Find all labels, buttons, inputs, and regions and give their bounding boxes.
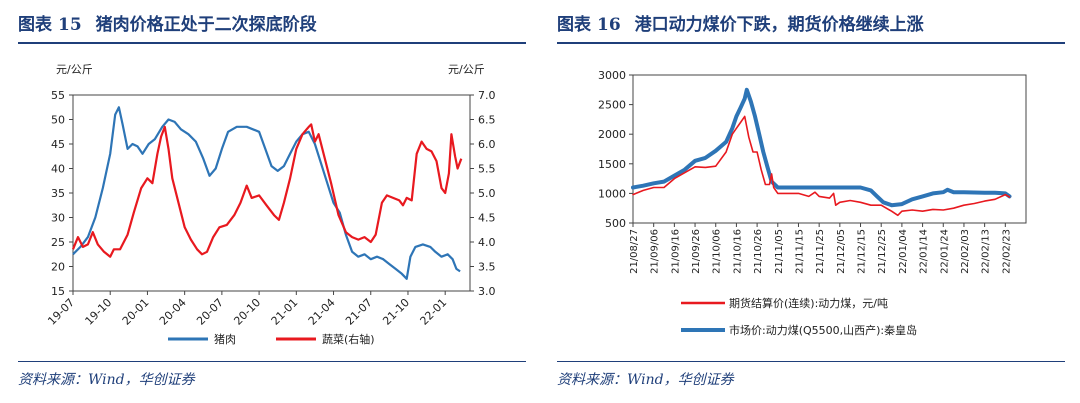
y-tick-label-left: 20 bbox=[51, 261, 65, 274]
x-tick-label: 21/12/15 bbox=[857, 229, 868, 274]
x-tick-label: 21/09/16 bbox=[670, 229, 681, 274]
y-tick-label-right: 6.0 bbox=[478, 138, 496, 151]
x-tick-label: 21/09/26 bbox=[691, 229, 702, 274]
title-divider bbox=[18, 42, 526, 44]
y-tick-label-right: 7.0 bbox=[478, 89, 496, 102]
x-tick-label: 21-04 bbox=[306, 296, 338, 328]
pork-vegetable-chart: 元/公斤 元/公斤 15 20 25 30 35 40 45 50 55 3.0 3.5 4.0 4.5 5.… bbox=[45, 63, 496, 346]
x-tick-label: 22/01/14 bbox=[919, 229, 930, 274]
figure-label: 图表 bbox=[557, 15, 591, 35]
series-line-vegetable bbox=[71, 123, 463, 258]
legend-label: 猪肉 bbox=[214, 333, 236, 346]
y-tick-label-left: 15 bbox=[51, 285, 65, 298]
x-tick-label: 22/01/04 bbox=[898, 229, 909, 274]
source-note-left: 资料来源：Wind，华创证券 bbox=[18, 372, 195, 388]
x-tick-label: 22-01 bbox=[418, 296, 450, 328]
x-tick-label: 21/11/05 bbox=[774, 229, 785, 274]
x-tick-label: 21-10 bbox=[380, 296, 412, 328]
x-tick-label: 21/09/06 bbox=[650, 229, 661, 274]
y-tick-label-left: 25 bbox=[51, 236, 65, 249]
y-tick-label-left: 50 bbox=[51, 114, 65, 127]
source-note-right: 资料来源：Wind，华创证券 bbox=[557, 372, 734, 388]
y-tick-label-left: 35 bbox=[51, 187, 65, 200]
plot-frame bbox=[632, 74, 1027, 224]
x-tick-label: 20-10 bbox=[231, 296, 263, 328]
figure-title: 猪肉价格正处于二次探底阶段 bbox=[95, 15, 317, 35]
footer-divider bbox=[557, 361, 1065, 362]
legend-label: 市场价:动力煤(Q5500,山西产):秦皇岛 bbox=[729, 323, 917, 337]
series-line-spot bbox=[631, 87, 1012, 208]
x-tick-label: 21/10/26 bbox=[753, 229, 764, 274]
chart-title-left: 图表 15 猪肉价格正处于二次探底阶段 bbox=[18, 10, 317, 35]
x-tick-label: 21-07 bbox=[343, 296, 375, 328]
y-tick-label-left: 55 bbox=[51, 89, 65, 102]
x-tick-label: 21/12/05 bbox=[836, 229, 847, 274]
x-tick-label: 20-07 bbox=[194, 296, 226, 328]
x-tick-label: 21/08/27 bbox=[629, 229, 640, 274]
x-tick-label: 22/02/03 bbox=[960, 229, 971, 274]
x-tick-label: 19-07 bbox=[45, 296, 77, 328]
figure-title: 港口动力煤价下跌，期货价格继续上涨 bbox=[634, 15, 924, 35]
x-tick-label: 19-10 bbox=[83, 296, 115, 328]
y-unit-left: 元/公斤 bbox=[56, 63, 93, 76]
y-tick-label-right: 4.0 bbox=[478, 236, 496, 249]
figure-number: 16 bbox=[597, 15, 621, 35]
y-tick-label: 500 bbox=[605, 217, 626, 230]
series-line-futures bbox=[632, 115, 1011, 217]
figure-number: 15 bbox=[58, 15, 82, 35]
y-tick-label-right: 4.5 bbox=[478, 212, 496, 225]
x-tick-label: 22/02/13 bbox=[981, 229, 992, 274]
x-tick-label: 20-04 bbox=[157, 296, 189, 328]
y-tick-label-left: 45 bbox=[51, 138, 65, 151]
x-tick-label: 21/10/16 bbox=[732, 229, 743, 274]
y-tick-label-right: 6.5 bbox=[478, 114, 496, 127]
y-tick-label: 2000 bbox=[598, 128, 626, 141]
y-tick-label-right: 3.5 bbox=[478, 261, 496, 274]
y-tick-label: 1500 bbox=[598, 158, 626, 171]
y-tick-label-left: 40 bbox=[51, 163, 65, 176]
y-tick-label-right: 5.5 bbox=[478, 163, 496, 176]
thermal-coal-chart: 500 1000 1500 2000 2500 3000 21/08/27 21/09/06 2… bbox=[598, 69, 1027, 337]
x-tick-label: 21/11/15 bbox=[794, 229, 805, 274]
chart-panel-right: 图表 16 港口动力煤价下跌，期货价格继续上涨 500 1000 1500 2000 250… bbox=[557, 0, 1077, 403]
x-tick-label: 21/10/06 bbox=[712, 229, 723, 274]
footer-divider bbox=[18, 361, 526, 362]
chart-panel-left: 图表 15 猪肉价格正处于二次探底阶段 元/公斤 元/公斤 15 20 25 30 35 40 45… bbox=[18, 0, 538, 403]
y-tick-label-right: 5.0 bbox=[478, 187, 496, 200]
chart-title-right: 图表 16 港口动力煤价下跌，期货价格继续上涨 bbox=[557, 10, 924, 35]
y-tick-label-right: 3.0 bbox=[478, 285, 496, 298]
legend-label: 期货结算价(连续):动力煤，元/吨 bbox=[729, 296, 888, 310]
figure-label: 图表 bbox=[18, 15, 52, 35]
y-tick-label: 1000 bbox=[598, 187, 626, 200]
x-tick-label: 22/02/23 bbox=[1001, 229, 1012, 274]
legend-label: 蔬菜(右轴) bbox=[322, 332, 375, 346]
y-tick-label-left: 30 bbox=[51, 212, 65, 225]
x-tick-label: 22/01/24 bbox=[939, 229, 950, 274]
x-tick-label: 21-01 bbox=[269, 296, 301, 328]
title-divider bbox=[557, 42, 1065, 44]
x-tick-label: 21/11/25 bbox=[815, 229, 826, 274]
y-unit-right: 元/公斤 bbox=[448, 63, 485, 76]
x-tick-label: 21/12/25 bbox=[877, 229, 888, 274]
y-tick-label: 3000 bbox=[598, 69, 626, 82]
series-line-pork bbox=[72, 106, 461, 280]
x-tick-label: 20-01 bbox=[120, 296, 152, 328]
y-tick-label: 2500 bbox=[598, 99, 626, 112]
